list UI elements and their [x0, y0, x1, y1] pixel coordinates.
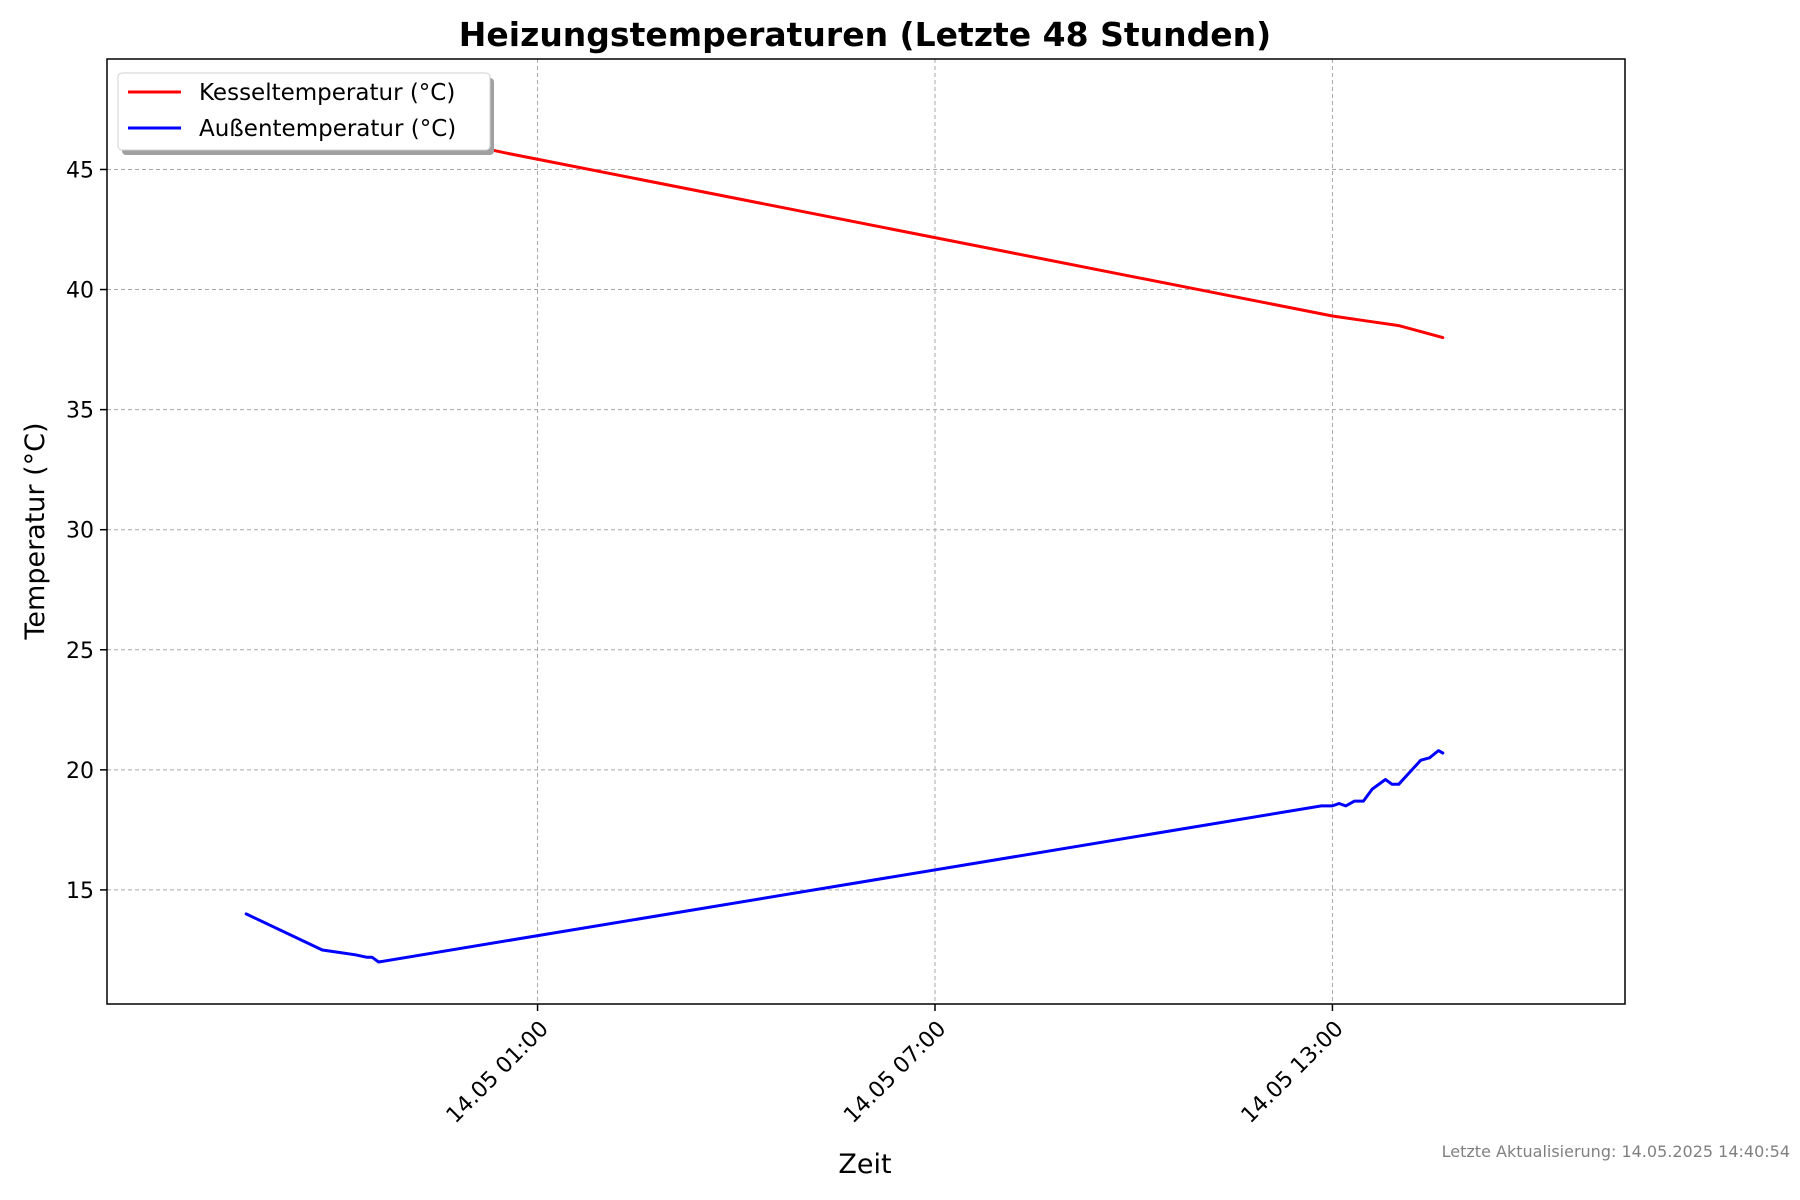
y-tick-label: 35 — [66, 399, 94, 424]
y-tick-label: 15 — [66, 879, 94, 904]
legend-box — [117, 72, 491, 151]
y-tick-label: 25 — [66, 639, 94, 664]
grid — [107, 59, 1625, 1004]
x-axis-label: Zeit — [838, 1149, 891, 1180]
chart-title: Heizungstemperaturen (Letzte 48 Stunden) — [459, 15, 1271, 54]
y-axis-label: Temperatur (°C) — [20, 422, 51, 640]
y-tick-label: 20 — [66, 759, 94, 784]
plot-area — [107, 59, 1625, 1004]
series-line-1 — [244, 749, 1445, 964]
legend-label-aussen: Außentemperatur (°C) — [199, 116, 456, 142]
plot-frame — [106, 58, 1626, 1005]
y-tick-label: 45 — [66, 158, 94, 183]
y-tick-label: 40 — [66, 279, 94, 304]
legend-label-kessel: Kesseltemperatur (°C) — [199, 80, 455, 106]
last-update-text: Letzte Aktualisierung: 14.05.2025 14:40:… — [1442, 1142, 1790, 1161]
y-tick-label: 30 — [66, 519, 94, 544]
legend: Kesseltemperatur (°C) Außentemperatur (°… — [117, 72, 494, 155]
